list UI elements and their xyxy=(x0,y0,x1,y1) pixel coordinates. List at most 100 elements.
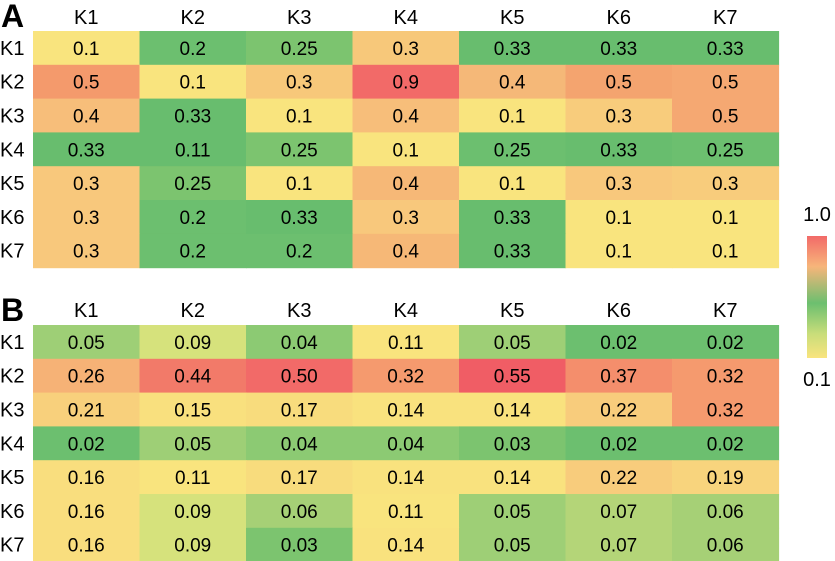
heatmap-cell xyxy=(139,426,247,461)
cell-value-label: 0.02 xyxy=(707,333,744,354)
heatmap-cell xyxy=(459,426,567,461)
column-label: K6 xyxy=(607,300,631,322)
row-label: K2 xyxy=(0,72,24,94)
heatmap-cell xyxy=(246,358,354,394)
row-label: K3 xyxy=(0,400,24,422)
heatmap-cell xyxy=(139,64,247,100)
heatmap-cell xyxy=(459,460,567,495)
cell-value-label: 0.16 xyxy=(68,468,105,489)
heatmap-cell xyxy=(246,98,354,133)
cell-value-label: 0.4 xyxy=(499,73,526,94)
cell-value-label: 0.25 xyxy=(707,140,744,161)
heatmap-cell xyxy=(246,392,354,427)
cell-value-label: 0.2 xyxy=(286,242,312,263)
heatmap-cell xyxy=(672,233,780,269)
cell-value-label: 0.32 xyxy=(707,367,744,388)
heatmap-cell xyxy=(565,460,673,495)
heatmap-cell xyxy=(246,233,354,269)
cell-value-label: 0.3 xyxy=(606,174,632,195)
cell-value-label: 0.1 xyxy=(393,140,419,161)
heatmap-cell xyxy=(33,460,141,495)
cell-value-label: 0.15 xyxy=(174,401,211,422)
cell-value-label: 0.33 xyxy=(600,140,637,161)
cell-value-label: 0.03 xyxy=(494,434,531,455)
cell-value-label: 0.33 xyxy=(281,208,318,229)
heatmap-cell xyxy=(352,98,460,133)
heatmap-cell xyxy=(565,358,673,394)
cell-value-label: 0.14 xyxy=(387,401,424,422)
cell-value-label: 0.14 xyxy=(494,401,531,422)
heatmap-cell xyxy=(565,64,673,100)
heatmap-cell xyxy=(565,494,673,529)
heatmap-cell xyxy=(565,132,673,167)
cell-value-label: 0.3 xyxy=(606,107,632,128)
cell-value-label: 0.06 xyxy=(281,502,318,523)
heatmap-cell xyxy=(352,31,460,66)
cell-value-label: 0.11 xyxy=(175,468,211,489)
heatmap-cell xyxy=(565,166,673,201)
heatmap-cell xyxy=(352,426,460,461)
panel-letter-a: A xyxy=(1,0,24,34)
heatmap-cell xyxy=(139,358,247,394)
heatmap-cell xyxy=(672,494,780,529)
cell-value-label: 0.21 xyxy=(68,401,105,422)
heatmap-cell xyxy=(246,527,354,561)
heatmap-cell xyxy=(672,426,780,461)
row-label: K5 xyxy=(0,173,24,195)
cell-value-label: 0.3 xyxy=(73,174,99,195)
cell-value-label: 0.11 xyxy=(175,140,211,161)
column-label: K4 xyxy=(394,7,418,29)
cell-value-label: 0.1 xyxy=(606,242,632,263)
heatmap-cell xyxy=(459,527,567,561)
heatmap-cell xyxy=(139,325,247,360)
heatmap-cell xyxy=(565,233,673,269)
heatmap-cell xyxy=(139,200,247,235)
cell-value-label: 0.3 xyxy=(286,73,312,94)
cell-value-label: 0.2 xyxy=(180,242,206,263)
column-label: K6 xyxy=(607,7,631,29)
heatmap-cell xyxy=(139,132,247,167)
cell-value-label: 0.14 xyxy=(494,468,531,489)
cell-value-label: 0.1 xyxy=(499,174,525,195)
heatmap-cell xyxy=(459,392,567,427)
cell-value-label: 0.22 xyxy=(600,401,637,422)
heatmap-cell xyxy=(139,392,247,427)
row-label: K5 xyxy=(0,467,24,489)
column-label: K1 xyxy=(74,7,98,29)
heatmap-cell xyxy=(139,31,247,66)
cell-value-label: 0.11 xyxy=(388,333,424,354)
cell-value-label: 0.07 xyxy=(600,536,637,557)
heatmap-cell xyxy=(672,166,780,201)
cell-value-label: 0.03 xyxy=(281,536,318,557)
cell-value-label: 0.2 xyxy=(180,39,206,60)
cell-value-label: 0.02 xyxy=(68,434,105,455)
heatmap-cell xyxy=(459,166,567,201)
color-scale-bar xyxy=(807,236,827,358)
heatmap-cell xyxy=(352,392,460,427)
cell-value-label: 0.07 xyxy=(600,502,637,523)
cell-value-label: 0.1 xyxy=(712,242,738,263)
cell-value-label: 0.17 xyxy=(281,468,318,489)
heatmap-cell xyxy=(672,200,780,235)
column-label: K5 xyxy=(500,7,524,29)
cell-value-label: 0.33 xyxy=(494,208,531,229)
row-label: K3 xyxy=(0,106,24,128)
heatmap-cell xyxy=(33,98,141,133)
heatmap-cell xyxy=(352,358,460,394)
heatmap-cell xyxy=(246,64,354,100)
heatmap-b: K1 K2 K3 K4 K5 K6 K7 K1 0.05 0.09 0.04 0.11 0.05 0.02… xyxy=(0,300,780,561)
heatmap-cell xyxy=(352,166,460,201)
heatmap-cell xyxy=(246,31,354,66)
cell-value-label: 0.3 xyxy=(73,208,99,229)
cell-value-label: 0.33 xyxy=(600,39,637,60)
cell-value-label: 0.25 xyxy=(281,140,318,161)
heatmap-cell xyxy=(565,325,673,360)
cell-value-label: 0.05 xyxy=(494,333,531,354)
cell-value-label: 0.3 xyxy=(393,39,419,60)
cell-value-label: 0.06 xyxy=(707,502,744,523)
cell-value-label: 0.4 xyxy=(393,174,420,195)
row-label: K6 xyxy=(0,207,24,229)
cell-value-label: 0.09 xyxy=(174,333,211,354)
row-label: K6 xyxy=(0,501,24,523)
